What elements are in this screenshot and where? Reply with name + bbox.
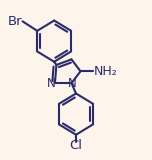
Text: N: N — [47, 77, 56, 90]
Text: N: N — [68, 77, 77, 90]
Text: NH₂: NH₂ — [94, 65, 118, 78]
Text: Cl: Cl — [69, 139, 83, 152]
Text: Br: Br — [8, 15, 22, 28]
